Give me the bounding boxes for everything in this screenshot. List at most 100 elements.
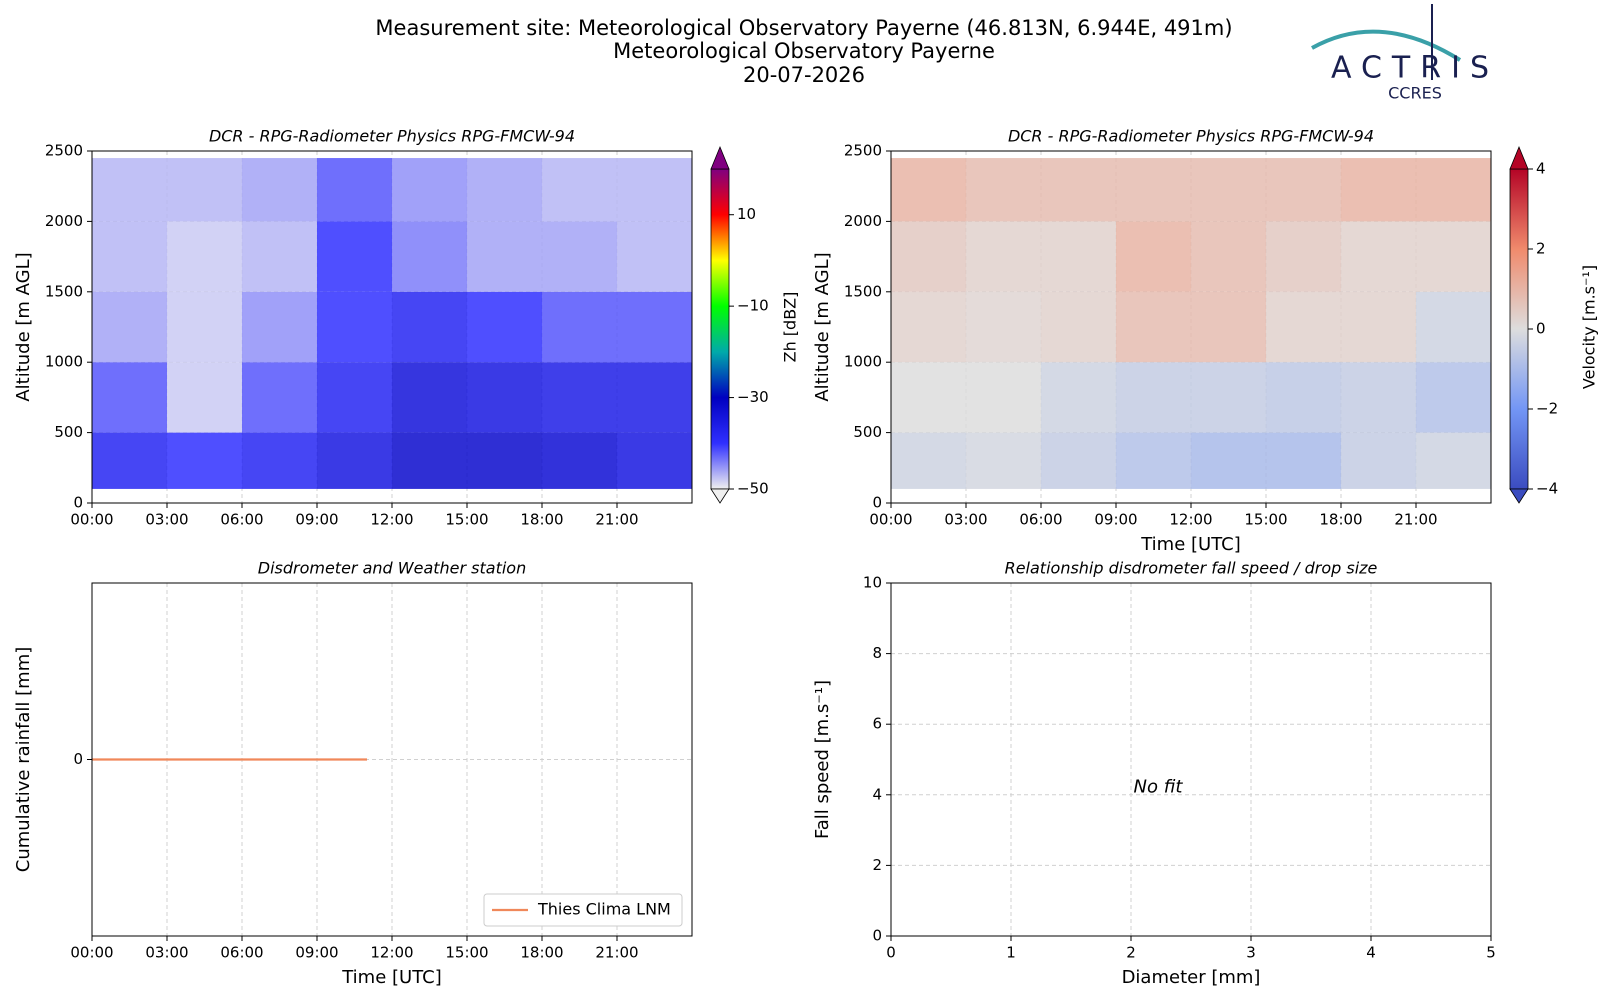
heatmap-cell	[242, 362, 317, 433]
heatmap-cell	[167, 291, 242, 363]
y-axis-label: Altitude [m AGL]	[13, 252, 34, 401]
heatmap-cell	[167, 221, 242, 292]
heatmap-cell	[392, 432, 467, 489]
heatmap-cell	[617, 158, 692, 222]
heatmap-cell	[392, 221, 467, 292]
x-tick-label: 15:00	[445, 944, 488, 962]
heatmap-cell	[467, 362, 542, 433]
x-tick-label: 12:00	[370, 944, 413, 962]
heatmap-cell	[617, 291, 692, 363]
heatmap-cell	[92, 432, 167, 489]
heatmap-cell	[617, 432, 692, 489]
y-tick-label: 2500	[45, 142, 83, 160]
colorbar-tick-label: −50	[737, 480, 769, 498]
heatmap-cell	[92, 221, 167, 292]
heatmap-cell	[242, 291, 317, 363]
legend-label: Thies Clima LNM	[537, 900, 671, 919]
heatmap-cell	[392, 291, 467, 363]
heatmap-cell	[1416, 291, 1491, 363]
heatmap-cell	[1266, 432, 1341, 489]
heatmap-cell	[167, 158, 242, 222]
x-tick-label: 2	[1126, 944, 1136, 962]
heatmap-cell	[1191, 362, 1266, 433]
heatmap-cell	[1416, 362, 1491, 433]
x-tick-label: 06:00	[220, 944, 263, 962]
heatmap-cell	[167, 362, 242, 433]
heatmap-cell	[891, 221, 966, 292]
heatmap-cell	[467, 158, 542, 222]
heatmap-cell	[891, 432, 966, 489]
x-tick-label: 06:00	[220, 511, 263, 529]
heatmap-cell	[1341, 362, 1416, 433]
heatmap-cell	[1266, 221, 1341, 292]
colorbar-extend	[1509, 145, 1529, 170]
heatmap-cell	[1341, 158, 1416, 222]
heatmap-cell	[966, 291, 1041, 363]
heatmap-cell	[617, 221, 692, 292]
colorbar-extend	[1509, 488, 1529, 504]
x-tick-label: 18:00	[520, 944, 563, 962]
heatmap-cell	[317, 291, 392, 363]
colorbar-tick-label: 0	[1536, 320, 1546, 338]
heatmap-cell	[92, 291, 167, 363]
heatmap-cell	[966, 362, 1041, 433]
heatmap-cell	[1041, 158, 1116, 222]
plot-frame	[91, 582, 693, 937]
heatmap-cell	[1416, 432, 1491, 489]
heatmap-cell	[467, 221, 542, 292]
colorbar-tick-label: −2	[1536, 400, 1558, 418]
colorbar-tick-label: −30	[737, 388, 769, 406]
y-axis-label: Altitude [m AGL]	[812, 252, 833, 401]
heatmap-cell	[966, 158, 1041, 222]
colorbar-tick-label: 4	[1536, 160, 1546, 178]
x-axis-label: Time [UTC]	[1140, 534, 1241, 555]
heatmap-cell	[1266, 362, 1341, 433]
y-tick-label: 2000	[45, 212, 83, 230]
x-tick-label: 00:00	[70, 511, 113, 529]
heatmap-cell	[542, 362, 617, 433]
heatmap-cell	[1416, 221, 1491, 292]
heatmap-cell	[1116, 158, 1191, 222]
heatmap-cell	[1416, 158, 1491, 222]
y-axis-label: Fall speed [m.s⁻¹]	[812, 680, 833, 839]
annotation: No fit	[1134, 777, 1184, 798]
x-tick-label: 3	[1246, 944, 1256, 962]
x-tick-label: 0	[886, 944, 896, 962]
x-tick-label: 03:00	[145, 511, 188, 529]
heatmap-cell	[1116, 362, 1191, 433]
heatmap-cell	[1041, 221, 1116, 292]
heatmap-cell	[891, 362, 966, 433]
x-tick-label: 18:00	[520, 511, 563, 529]
heatmap-cell	[1041, 432, 1116, 489]
heatmap-cell	[167, 432, 242, 489]
colorbar	[710, 168, 730, 490]
logo: ACTRIS	[1331, 51, 1499, 86]
heatmap-cell	[542, 221, 617, 292]
x-tick-label: 09:00	[1094, 511, 1137, 529]
heatmap-cell	[392, 158, 467, 222]
colorbar-extend	[710, 145, 730, 170]
plot-title: Disdrometer and Weather station	[258, 559, 526, 578]
heatmap-cell	[467, 432, 542, 489]
colorbar-tick-label: −4	[1536, 480, 1558, 498]
colorbar-label: Zh [dBZ]	[781, 292, 800, 363]
x-tick-label: 21:00	[1394, 511, 1437, 529]
heatmap-cell	[1191, 158, 1266, 222]
y-tick-label: 0	[872, 927, 882, 945]
heatmap-cell	[542, 158, 617, 222]
heatmap-cell	[317, 432, 392, 489]
x-tick-label: 15:00	[1244, 511, 1287, 529]
heatmap-cell	[1266, 158, 1341, 222]
heatmap-cell	[1191, 291, 1266, 363]
colorbar	[1509, 168, 1529, 490]
x-tick-label: 1	[1006, 944, 1016, 962]
heatmap-cell	[1116, 291, 1191, 363]
x-tick-label: 4	[1366, 944, 1376, 962]
y-tick-label: 1500	[844, 282, 882, 300]
y-tick-label: 10	[863, 574, 882, 592]
plot-title: DCR - RPG-Radiometer Physics RPG-FMCW-94	[1008, 127, 1374, 146]
x-tick-label: 09:00	[295, 511, 338, 529]
y-tick-label: 2	[872, 856, 882, 874]
heatmap-cell	[891, 158, 966, 222]
